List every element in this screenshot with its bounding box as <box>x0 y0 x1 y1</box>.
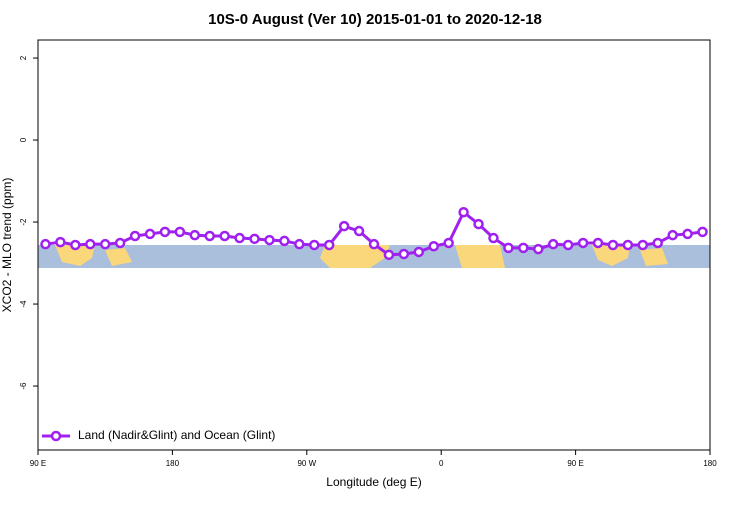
y-tick-label: 2 <box>19 55 28 60</box>
point <box>309 239 320 251</box>
point <box>577 237 589 249</box>
y-tick-label: 0 <box>19 137 28 142</box>
x-tick-label: 180 <box>166 459 180 468</box>
point <box>637 239 649 251</box>
land <box>55 245 95 266</box>
point <box>189 229 201 241</box>
point <box>488 232 499 244</box>
point <box>443 237 454 249</box>
point <box>279 235 290 247</box>
point <box>55 236 66 248</box>
point <box>204 230 215 242</box>
x-tick-label: 90 E <box>567 459 583 468</box>
point <box>129 230 141 242</box>
point <box>234 232 245 244</box>
point <box>159 226 171 238</box>
point <box>219 230 230 242</box>
legend-marker <box>50 430 62 442</box>
point <box>264 234 275 246</box>
point <box>428 240 439 252</box>
y-tick-label: -4 <box>19 300 28 308</box>
point <box>368 238 380 250</box>
land <box>320 245 390 268</box>
point <box>383 249 395 261</box>
point <box>85 238 96 250</box>
point <box>294 238 305 250</box>
x-axis-label: Longitude (deg E) <box>326 475 421 489</box>
point <box>70 239 81 251</box>
point <box>533 243 544 255</box>
point <box>99 238 111 250</box>
point <box>622 239 634 251</box>
x-tick-label: 0 <box>439 459 444 468</box>
point <box>592 237 604 249</box>
x-tick-label: 180 <box>703 459 717 468</box>
point <box>518 242 529 254</box>
point <box>547 238 559 250</box>
point <box>338 220 350 232</box>
legend-label: Land (Nadir&Glint) and Ocean (Glint) <box>78 428 275 442</box>
point <box>697 226 708 238</box>
land <box>105 248 132 266</box>
point <box>114 237 126 249</box>
land <box>640 248 668 266</box>
plot-frame <box>37 39 711 451</box>
point <box>144 228 156 240</box>
x-tick-label: 90 E <box>30 459 46 468</box>
point <box>667 229 678 241</box>
point <box>682 228 693 240</box>
point <box>174 226 186 238</box>
y-tick-label: -6 <box>19 382 28 390</box>
point <box>473 218 484 230</box>
point <box>323 239 335 251</box>
x-tick-label: 90 W <box>297 459 316 468</box>
point <box>413 246 425 258</box>
point <box>503 242 514 254</box>
point <box>398 248 410 260</box>
land <box>455 245 505 268</box>
chart-title: 10S-0 August (Ver 10) 2015-01-01 to 2020… <box>208 11 542 28</box>
point <box>562 239 574 251</box>
land <box>592 245 630 266</box>
point <box>652 237 663 249</box>
point <box>249 233 260 245</box>
point <box>607 239 619 251</box>
point <box>40 238 51 250</box>
y-axis-label: XCO2 - MLO trend (ppm) <box>0 178 14 313</box>
point <box>353 225 365 237</box>
point <box>458 206 469 218</box>
y-tick-label: -2 <box>19 218 28 226</box>
